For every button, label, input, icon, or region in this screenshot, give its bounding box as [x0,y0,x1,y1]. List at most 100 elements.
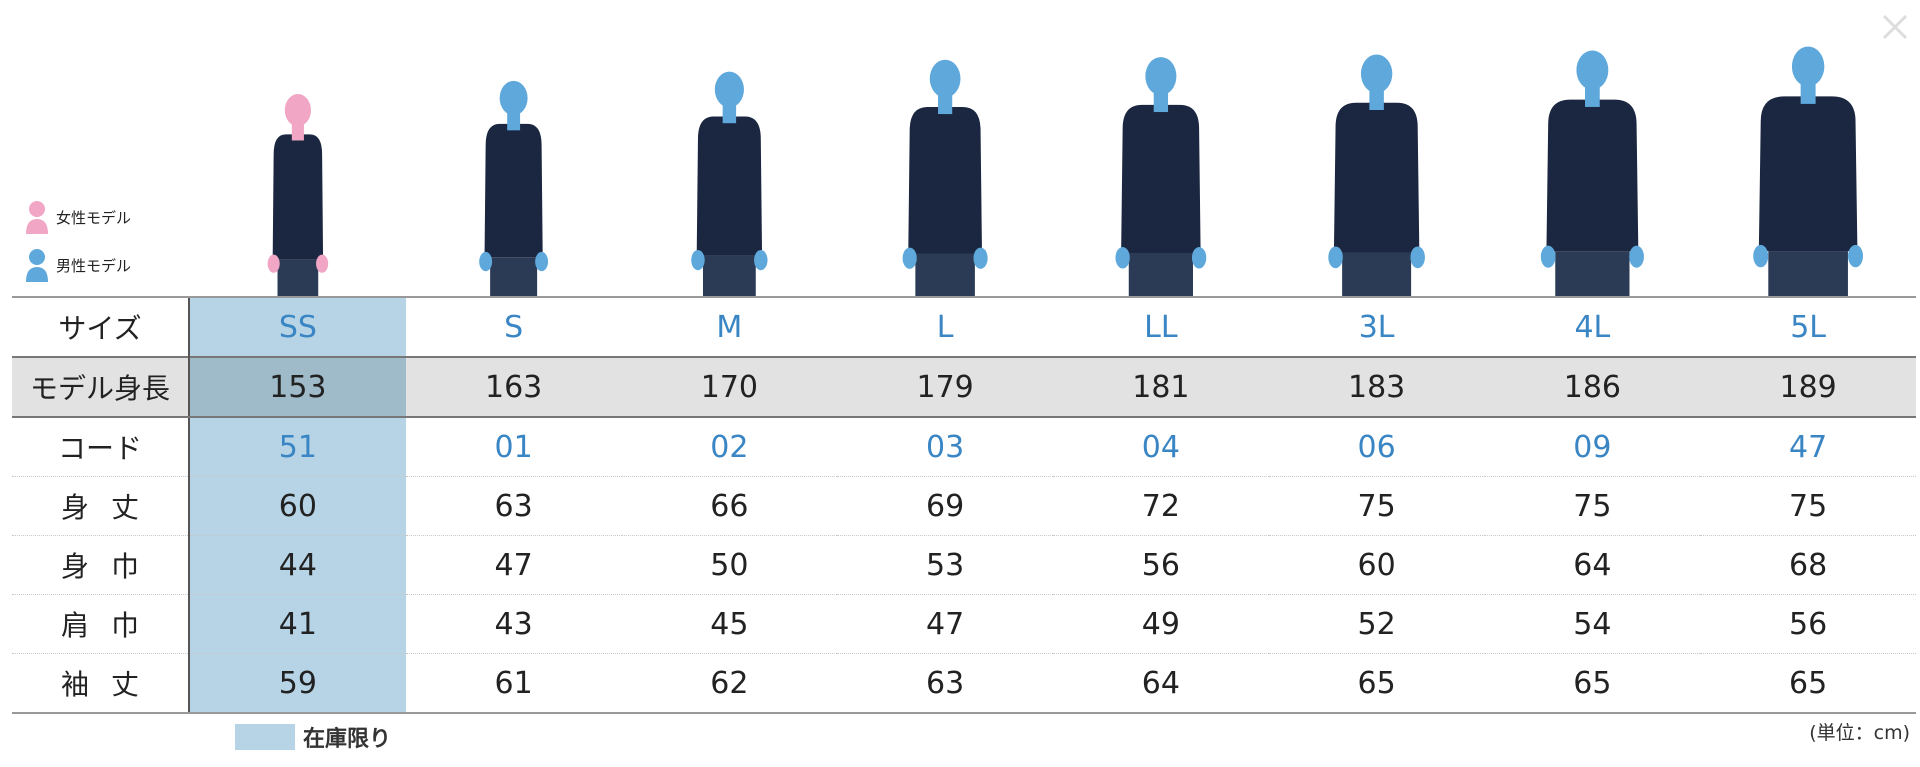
model-figure [691,71,768,296]
jacket [1546,99,1639,252]
table-cell: 04 [1053,417,1269,477]
legend-female: 女性モデル [24,200,131,234]
table-cell: 64 [1053,653,1269,714]
row-label: サイズ [12,296,189,358]
table-cell: 45 [621,594,838,654]
hand [316,254,329,273]
pants [1128,252,1193,296]
table-cell: 3L [1268,296,1485,358]
row-label: コード [12,417,189,477]
close-button[interactable] [1882,14,1908,40]
table-cell: 49 [1053,594,1269,654]
table-cell: S [405,296,622,358]
table-cell: 47 [837,594,1053,654]
note-text: 在庫限り [303,727,392,752]
model-figures [267,14,1908,296]
table-cell: 63 [837,653,1053,714]
female-icon [26,201,48,234]
hand [535,251,549,272]
table-cell: 68 [1700,535,1916,595]
jacket [696,116,763,256]
table-cell: 51 [188,417,406,477]
row-label: 袖丈 [12,653,189,714]
table-cell: 65 [1700,653,1916,714]
hand [267,254,280,273]
table-cell: 59 [188,653,406,714]
table-cell: 56 [1053,535,1269,595]
table-cell: 44 [188,535,406,595]
hand [1410,246,1425,269]
table-cell: 62 [621,653,838,714]
table-cell: 63 [405,476,622,536]
table-cell: 75 [1700,476,1916,536]
table-cell: 54 [1484,594,1701,654]
pants [490,257,538,296]
table-cell: 47 [405,535,622,595]
pants [1768,251,1848,296]
jacket [1758,96,1858,252]
jacket [272,134,324,260]
model-figure [267,94,329,296]
table-row: 袖丈 59 61 62 63 64 65 65 65 [12,653,1916,714]
row-label: 肩巾 [12,594,189,654]
table-cell: 72 [1053,476,1269,536]
table-cell: 43 [405,594,622,654]
table-cell: 47 [1700,417,1916,477]
model-figure [1328,54,1425,296]
table-cell: 53 [837,535,1053,595]
table-cell: L [837,296,1053,358]
table-cell: 189 [1700,356,1916,418]
jacket [484,123,543,258]
hand [1848,244,1864,268]
table-cell: 41 [188,594,406,654]
table-cell: 163 [405,356,622,418]
table-cell: 61 [405,653,622,714]
table-row: 身巾 44 47 50 53 56 60 64 68 [12,535,1916,595]
row-label: 身巾 [12,535,189,595]
table-cell: 5L [1700,296,1916,358]
unit-note: (単位：cm) [1809,722,1910,744]
table-cell: M [621,296,838,358]
hand [973,247,988,269]
head [714,71,744,108]
table-cell: 75 [1268,476,1485,536]
hand [1191,247,1207,269]
table-cell: 09 [1484,417,1701,477]
row-label: モデル身長 [12,356,189,418]
hand [691,249,705,271]
pants [915,253,975,296]
table-cell: 60 [1268,535,1485,595]
male-icon [26,249,48,282]
table-cell: 56 [1700,594,1916,654]
jacket [1121,104,1201,253]
table-cell: 02 [621,417,838,477]
pants [1555,251,1630,296]
table-cell: 183 [1268,356,1485,418]
table-cell: 75 [1484,476,1701,536]
size-table: サイズ SS S M L LL 3L 4L 5L モデル身長 153 163 170 179 181 183 1… [12,296,1916,714]
table-cell: 65 [1484,653,1701,714]
note-swatch [235,724,295,750]
table-cell: 06 [1268,417,1485,477]
table-cell: 170 [621,356,838,418]
table-cell: 153 [188,356,406,418]
head [1576,50,1609,90]
model-figure [902,59,988,296]
head [1145,57,1177,96]
pants [277,259,319,296]
table-cell: 179 [837,356,1053,418]
table-cell: LL [1053,296,1269,358]
head [284,94,312,127]
hand [1753,244,1769,268]
row-label: 身丈 [12,476,189,536]
jacket [908,106,982,254]
table-cell: 52 [1268,594,1485,654]
table-cell: 65 [1268,653,1485,714]
legend-male: 男性モデル [24,248,131,282]
pants [1342,252,1412,296]
head [929,59,961,98]
table-cell: 69 [837,476,1053,536]
table-cell: 186 [1484,356,1701,418]
table-cell: 64 [1484,535,1701,595]
